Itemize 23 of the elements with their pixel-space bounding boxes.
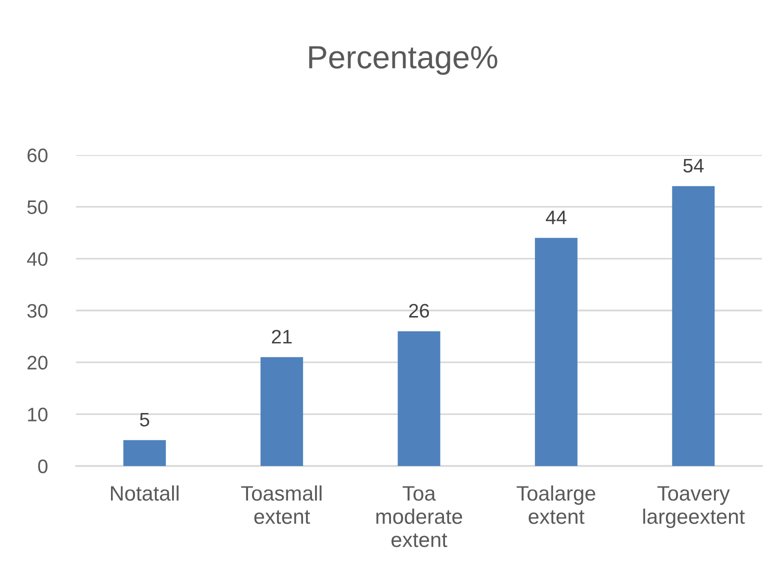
x-tick-label: Toalarge extent <box>516 485 596 524</box>
x-tick-label: Toavery largeextent <box>643 486 745 528</box>
data-label: 44 <box>546 210 566 224</box>
data-label: 5 <box>140 412 150 427</box>
bar <box>398 331 440 466</box>
x-tick-label: Toa moderate extent <box>376 486 462 548</box>
data-label: 21 <box>272 330 292 344</box>
data-label: 26 <box>409 304 429 318</box>
bar <box>123 440 166 466</box>
x-tick-label: Toasmall extent <box>241 485 322 524</box>
x-tick-label: Notatall <box>110 485 179 501</box>
y-tick-label: 0 <box>38 459 48 474</box>
bar <box>260 357 304 466</box>
chart-title: Percentage% <box>309 46 498 75</box>
y-tick-label: 20 <box>28 356 48 370</box>
bar <box>672 186 715 466</box>
bar <box>534 238 578 466</box>
y-tick-label: 60 <box>28 148 48 162</box>
data-label: 54 <box>683 158 704 173</box>
y-tick-label: 30 <box>27 304 48 318</box>
y-tick-label: 50 <box>27 200 48 214</box>
y-tick-label: 40 <box>27 252 48 266</box>
y-tick-label: 10 <box>28 408 48 422</box>
